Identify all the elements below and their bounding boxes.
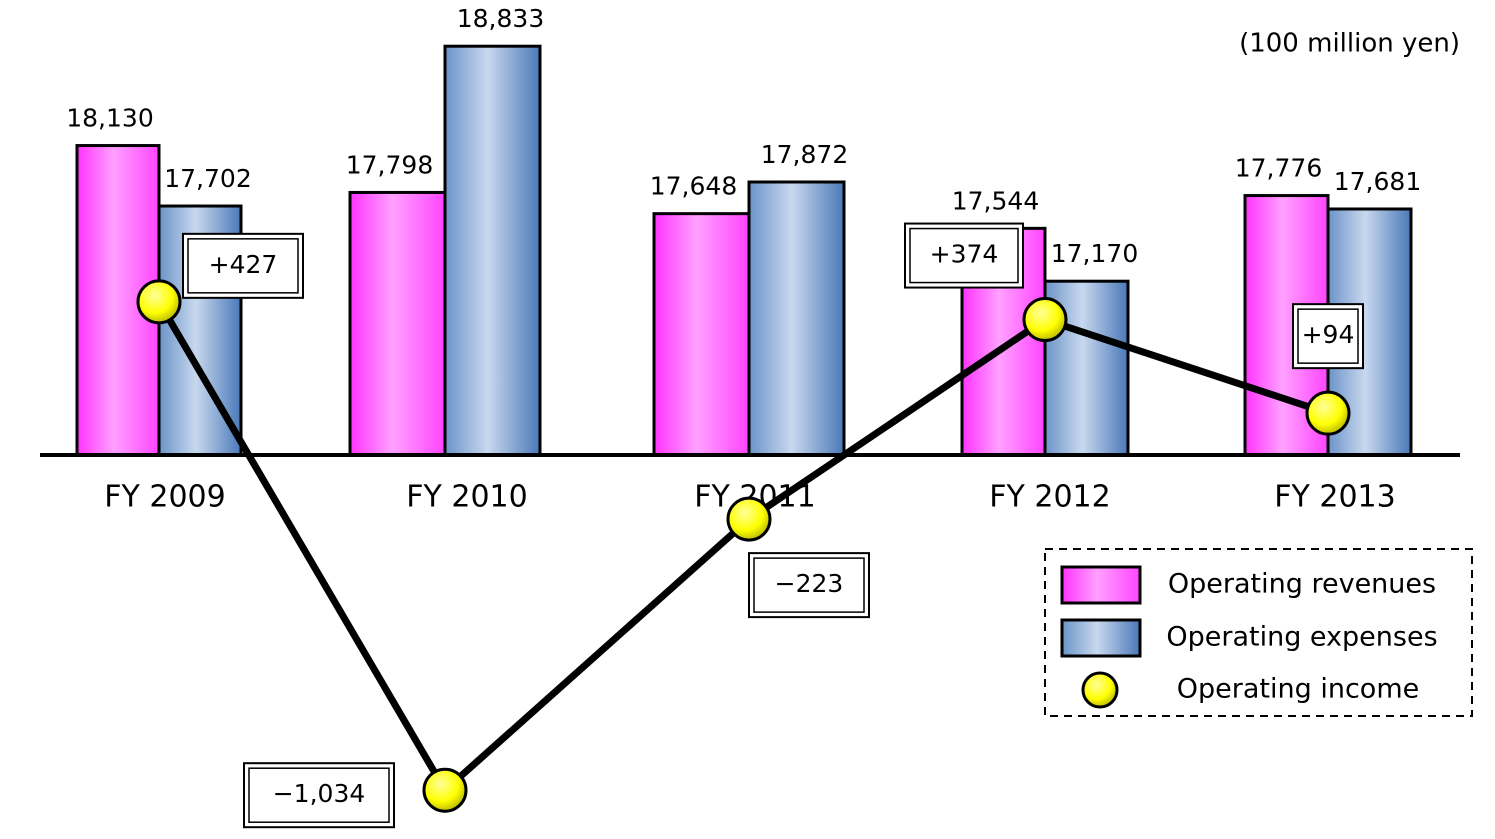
legend-label: Operating income — [1177, 674, 1419, 705]
x-tick-label: FY 2010 — [406, 480, 527, 515]
income-marker — [1022, 297, 1068, 343]
income-marker — [1305, 390, 1351, 436]
income-marker — [422, 767, 468, 813]
bar — [747, 180, 846, 457]
income-marker — [136, 279, 182, 325]
income-value-label: +427 — [209, 250, 278, 279]
income-value-label: −223 — [775, 569, 844, 598]
bar — [348, 190, 447, 457]
income-value-label: −1,034 — [273, 779, 366, 808]
income-value-label: +374 — [930, 240, 999, 269]
bar-value-label: 17,798 — [346, 150, 433, 179]
bar — [652, 212, 751, 457]
bar-value-label: 17,872 — [761, 140, 848, 169]
bar — [443, 44, 542, 457]
income-label-box-inner — [187, 238, 299, 294]
x-tick-label: FY 2012 — [989, 480, 1110, 515]
x-tick-label: FY 2009 — [104, 480, 225, 515]
unit-label: (100 million yen) — [1239, 29, 1460, 59]
income-marker — [726, 496, 772, 542]
bar-value-label: 17,681 — [1334, 167, 1421, 196]
bar-value-label: 18,130 — [66, 104, 153, 133]
bar-value-label: 17,544 — [952, 186, 1039, 215]
x-tick-label: FY 2013 — [1274, 480, 1395, 515]
bar-value-label: 17,648 — [650, 172, 737, 201]
bar-value-label: 17,702 — [164, 164, 251, 193]
income-label-box-inner — [1297, 308, 1359, 364]
bar-value-label: 17,776 — [1235, 154, 1322, 183]
income-label-box-inner — [909, 227, 1019, 284]
income-label-box-inner — [753, 557, 865, 613]
legend-marker — [1081, 671, 1119, 709]
legend-swatch — [1060, 565, 1142, 605]
income-label-box-inner — [248, 767, 390, 823]
bar-value-label: 17,170 — [1051, 239, 1138, 268]
legend-swatch — [1060, 618, 1142, 658]
legend-label: Operating expenses — [1166, 622, 1437, 653]
legend-label: Operating revenues — [1168, 569, 1436, 600]
bar-value-label: 18,833 — [457, 4, 544, 33]
income-value-label: +94 — [1302, 320, 1355, 349]
